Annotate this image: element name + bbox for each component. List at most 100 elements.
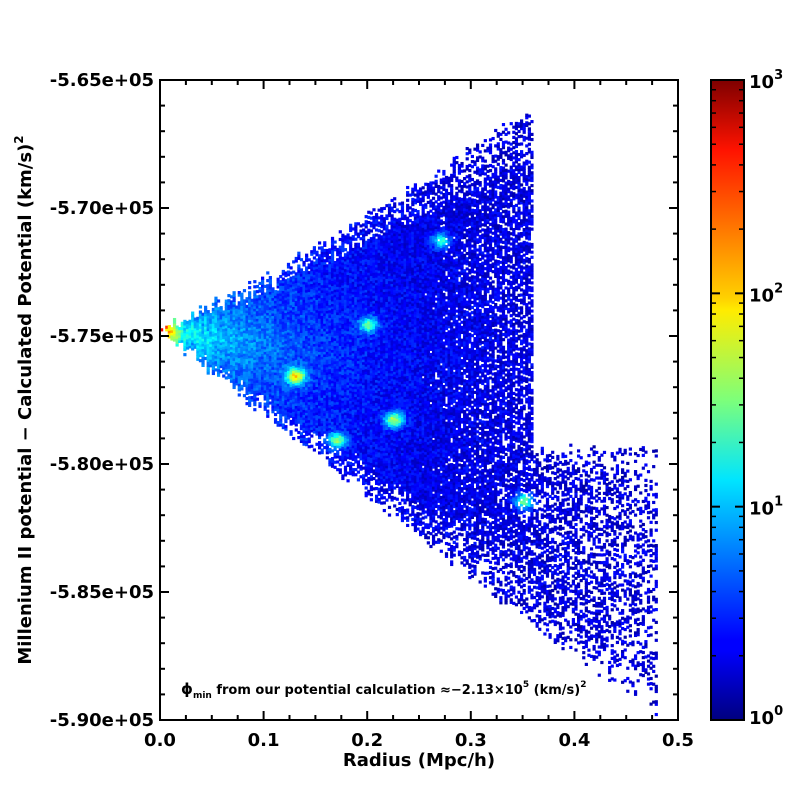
heatmap-cell: [214, 337, 218, 341]
heatmap-cell: [237, 365, 241, 369]
heatmap-cell: [289, 396, 293, 401]
heatmap-cell: [224, 361, 228, 365]
heatmap-cell: [343, 373, 348, 377]
heatmap-cell: [356, 478, 361, 482]
heatmap-cell: [261, 335, 265, 339]
heatmap-cell: [204, 315, 208, 320]
heatmap-cell: [292, 278, 296, 282]
heatmap-cell: [276, 369, 280, 373]
heatmap-cell: [382, 206, 386, 211]
heatmap-cell: [281, 387, 285, 391]
heatmap-cell: [317, 297, 322, 301]
heatmap-cell: [341, 292, 345, 296]
heatmap-cell: [204, 356, 208, 361]
heatmap-cell: [178, 329, 182, 333]
heatmap-cell: [302, 304, 306, 308]
heatmap-cell: [204, 308, 208, 312]
heatmap-cell: [214, 360, 218, 364]
heatmap-cell: [219, 354, 223, 358]
heatmap-cell: [284, 348, 288, 352]
heatmap-cell: [323, 361, 327, 365]
heatmap-cell: [338, 250, 342, 254]
heatmap-cell: [258, 358, 262, 362]
heatmap-cell: [307, 393, 311, 398]
heatmap-cell: [338, 445, 342, 449]
heatmap-cell: [336, 432, 340, 436]
heatmap-cell: [312, 269, 316, 273]
heatmap-cell: [281, 333, 285, 338]
heatmap-cell: [305, 371, 309, 375]
heatmap-cell: [328, 284, 332, 288]
heatmap-cell: [330, 413, 335, 417]
heatmap-cell: [305, 358, 309, 362]
heatmap-cell: [312, 340, 316, 345]
heatmap-cell: [286, 416, 291, 420]
heatmap-cell: [305, 437, 309, 442]
heatmap-cell: [307, 294, 311, 298]
heatmap-cell: [341, 241, 345, 245]
heatmap-cell: [245, 402, 249, 406]
heatmap-cell: [325, 346, 329, 350]
heatmap-cell: [263, 325, 267, 329]
heatmap-cell: [219, 324, 223, 328]
heatmap-cell: [307, 286, 311, 290]
heatmap-cell: [338, 245, 342, 249]
heatmap-cell: [330, 439, 335, 443]
heatmap-cell: [235, 320, 239, 325]
heatmap-cell: [328, 460, 332, 464]
heatmap-cell: [299, 396, 304, 400]
heatmap-cell: [232, 373, 236, 377]
heatmap-cell: [330, 423, 335, 427]
heatmap-cell: [323, 371, 327, 375]
heatmap-cell: [312, 315, 316, 319]
heatmap-cell: [185, 326, 190, 330]
heatmap-cell: [323, 428, 327, 432]
heatmap-cell: [289, 422, 293, 426]
heatmap-cell: [240, 364, 244, 368]
heatmap-cell: [198, 320, 203, 324]
heatmap-cell: [315, 391, 319, 395]
heatmap-cell: [286, 306, 291, 310]
heatmap-cell: [255, 379, 260, 383]
heatmap-cell: [284, 281, 288, 285]
heatmap-cell: [312, 381, 316, 385]
heatmap-cell: [312, 246, 316, 250]
heatmap-cell: [333, 455, 337, 459]
heatmap-cell: [229, 331, 234, 335]
heatmap-cell: [333, 414, 337, 418]
heatmap-cell: [315, 381, 319, 385]
heatmap-cell: [369, 229, 373, 233]
heatmap-cell: [196, 316, 200, 320]
heatmap-cell: [297, 369, 301, 373]
heatmap-cell: [266, 307, 270, 311]
heatmap-cell: [305, 373, 309, 378]
heatmap-cell: [325, 446, 329, 450]
heatmap-cell: [328, 258, 332, 262]
heatmap-cell: [235, 369, 239, 373]
heatmap-cell: [312, 407, 316, 411]
heatmap-cell: [219, 334, 223, 338]
heatmap-cell: [253, 372, 257, 376]
heatmap-cell: [281, 292, 285, 297]
heatmap-cell: [284, 309, 288, 314]
heatmap-cell: [299, 375, 304, 380]
heatmap-cell: [310, 329, 314, 333]
heatmap-cell: [387, 203, 392, 207]
heatmap-cell: [266, 394, 270, 398]
heatmap-cell: [266, 335, 270, 339]
heatmap-cell: [317, 428, 322, 432]
heatmap-cell: [333, 289, 337, 293]
heatmap-cell: [310, 334, 314, 338]
heatmap-cell: [317, 325, 322, 330]
heatmap-cell: [341, 333, 345, 337]
heatmap-cell: [271, 371, 275, 375]
heatmap-cell: [286, 296, 291, 300]
heatmap-cell: [323, 407, 327, 411]
heatmap-cell: [307, 422, 311, 426]
heatmap-cell: [248, 332, 252, 336]
heatmap-cell: [299, 355, 304, 359]
heatmap-cell: [330, 239, 335, 243]
heatmap-cell: [242, 332, 247, 336]
heatmap-cell: [323, 302, 327, 306]
heatmap-cell: [305, 361, 309, 365]
